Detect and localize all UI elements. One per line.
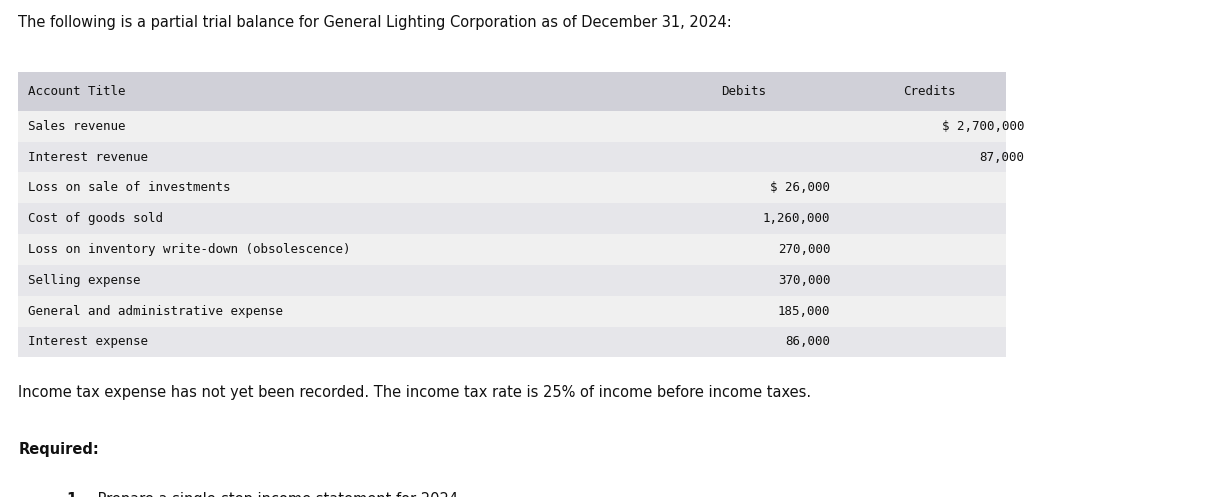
Text: Prepare a single-step income statement for 2024.: Prepare a single-step income statement f… (93, 492, 463, 497)
Text: Interest revenue: Interest revenue (28, 151, 148, 164)
FancyBboxPatch shape (18, 265, 1006, 296)
Text: Selling expense: Selling expense (28, 274, 141, 287)
Text: Sales revenue: Sales revenue (28, 120, 125, 133)
Text: 1.: 1. (67, 492, 82, 497)
Text: $ 2,700,000: $ 2,700,000 (942, 120, 1024, 133)
Text: 370,000: 370,000 (778, 274, 830, 287)
Text: 86,000: 86,000 (785, 335, 830, 348)
Text: The following is a partial trial balance for General Lighting Corporation as of : The following is a partial trial balance… (18, 15, 732, 30)
Text: Required:: Required: (18, 442, 99, 457)
Text: Account Title: Account Title (28, 85, 125, 98)
Text: General and administrative expense: General and administrative expense (28, 305, 282, 318)
FancyBboxPatch shape (18, 327, 1006, 357)
Text: Income tax expense has not yet been recorded. The income tax rate is 25% of inco: Income tax expense has not yet been reco… (18, 385, 811, 400)
FancyBboxPatch shape (18, 234, 1006, 265)
Text: 1,260,000: 1,260,000 (762, 212, 830, 225)
Text: 87,000: 87,000 (979, 151, 1024, 164)
Text: 270,000: 270,000 (778, 243, 830, 256)
Text: 185,000: 185,000 (778, 305, 830, 318)
FancyBboxPatch shape (18, 203, 1006, 234)
Text: Cost of goods sold: Cost of goods sold (28, 212, 162, 225)
Text: Loss on inventory write-down (obsolescence): Loss on inventory write-down (obsolescen… (28, 243, 350, 256)
Text: Loss on sale of investments: Loss on sale of investments (28, 181, 230, 194)
FancyBboxPatch shape (18, 296, 1006, 327)
FancyBboxPatch shape (18, 111, 1006, 142)
FancyBboxPatch shape (18, 172, 1006, 203)
FancyBboxPatch shape (18, 142, 1006, 172)
Text: Debits: Debits (721, 85, 766, 98)
Text: $ 26,000: $ 26,000 (770, 181, 830, 194)
Text: Interest expense: Interest expense (28, 335, 148, 348)
Text: Credits: Credits (903, 85, 955, 98)
FancyBboxPatch shape (18, 72, 1006, 111)
